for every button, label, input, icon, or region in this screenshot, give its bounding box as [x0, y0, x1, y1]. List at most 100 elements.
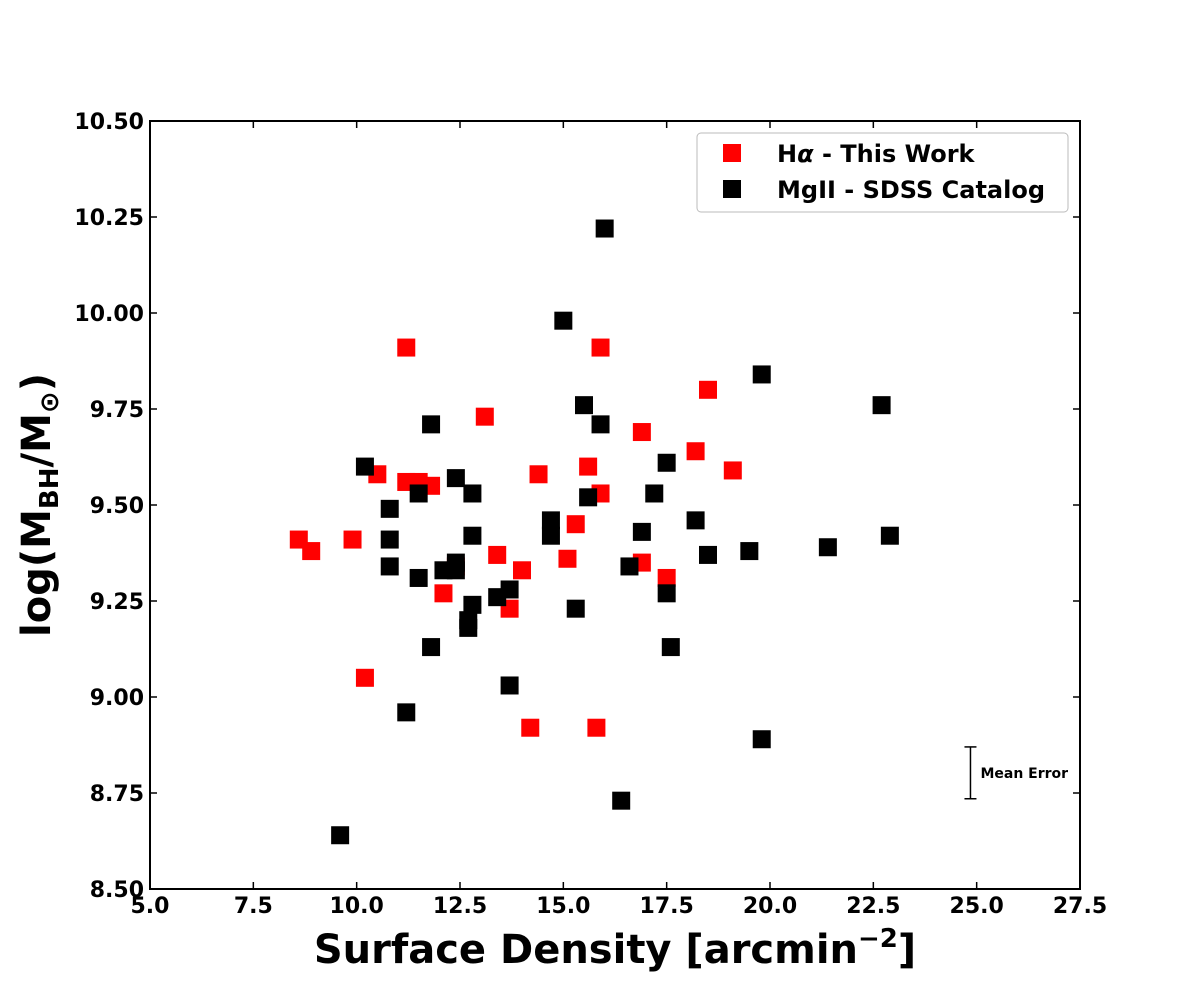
- mgii-point: [397, 703, 416, 722]
- mgii-point: [657, 584, 676, 603]
- y-tick-label: 9.75: [90, 398, 144, 423]
- mgii-point: [740, 542, 759, 561]
- mgii-point: [422, 415, 441, 434]
- halpha-point: [434, 584, 453, 603]
- halpha-point: [579, 457, 598, 476]
- halpha-point: [529, 465, 548, 484]
- mgii-point: [463, 595, 482, 614]
- halpha-point: [699, 380, 717, 399]
- halpha-point: [558, 549, 577, 568]
- mgii-point: [657, 453, 676, 472]
- axis-ticks: [149, 120, 1081, 890]
- mgii-point: [459, 618, 478, 637]
- mgii-point: [380, 557, 399, 576]
- mgii-point: [752, 365, 771, 384]
- y-axis-label-mid: /M: [14, 413, 60, 467]
- x-axis-label-end: ]: [898, 927, 916, 973]
- mgii-point: [661, 638, 680, 657]
- x-axis-label-sup: −2: [858, 924, 898, 954]
- mgii-point: [595, 219, 614, 238]
- mgii-point: [818, 538, 837, 557]
- plot-frame: [149, 120, 1081, 890]
- halpha-point: [632, 423, 651, 442]
- mgii-point: [463, 484, 482, 503]
- y-tick-labels: 8.50 8.75 9.00 9.25 9.50 9.75 10.00 10.25 10.50: [74, 110, 144, 903]
- y-tick-label: 9.00: [90, 686, 144, 711]
- halpha-point: [591, 338, 610, 357]
- mgii-point: [355, 457, 374, 476]
- halpha-point: [302, 542, 321, 561]
- plot-area: Mean Error: [149, 120, 1081, 890]
- y-tick-label: 9.50: [90, 494, 144, 519]
- x-tick-label: 25.0: [950, 894, 1004, 919]
- halpha-point: [397, 338, 416, 357]
- mgii-point: [620, 557, 639, 576]
- y-tick-label: 9.25: [90, 590, 144, 615]
- mgii-point: [422, 638, 441, 657]
- y-tick-label: 10.00: [74, 302, 144, 327]
- mgii-point: [591, 415, 610, 434]
- mgii-point: [579, 488, 598, 507]
- y-tick-label: 10.25: [74, 206, 144, 231]
- halpha-point: [355, 668, 374, 687]
- x-tick-label: 7.5: [234, 894, 273, 919]
- halpha-point: [587, 718, 606, 737]
- mgii-point: [463, 526, 482, 545]
- halpha-point: [513, 561, 531, 580]
- mgii-point: [409, 568, 428, 587]
- legend-marker-halpha: [723, 144, 741, 162]
- mgii-point: [554, 311, 573, 330]
- mgii-point: [500, 580, 519, 599]
- x-tick-label: 15.0: [536, 894, 590, 919]
- y-axis-label-sub2: ⊙: [35, 391, 65, 413]
- mgii-point: [752, 730, 771, 749]
- halpha-point: [521, 718, 540, 737]
- y-axis-label-pre: log(M: [14, 509, 60, 637]
- y-tick-label: 8.75: [90, 782, 144, 807]
- halpha-point: [488, 545, 507, 564]
- legend-label-halpha: Hα - This Work: [777, 140, 976, 168]
- x-axis-label: Surface Density [arcmin−2]: [314, 924, 916, 973]
- y-axis-label-sub1: BH: [35, 468, 65, 510]
- mean-error-label: Mean Error: [980, 766, 1068, 782]
- halpha-point: [723, 461, 742, 480]
- mgii-point: [872, 396, 891, 415]
- y-axis-label-end: ): [14, 373, 60, 391]
- mgii-point: [331, 826, 350, 845]
- x-tick-label: 20.0: [743, 894, 797, 919]
- x-tick-label: 17.5: [640, 894, 694, 919]
- x-tick-label: 27.5: [1053, 894, 1107, 919]
- mgii-point: [541, 526, 560, 545]
- mgii-point: [699, 545, 717, 564]
- halpha-point: [343, 530, 362, 549]
- mgii-point: [880, 526, 899, 545]
- mgii-point: [380, 530, 399, 549]
- legend-marker-mgii: [723, 180, 741, 198]
- x-tick-label: 10.0: [330, 894, 384, 919]
- mgii-point: [566, 599, 585, 618]
- mgii-point: [645, 484, 664, 503]
- mgii-point: [446, 561, 465, 580]
- mgii-point: [575, 396, 593, 415]
- mgii-point: [500, 676, 519, 695]
- mgii-point: [446, 469, 465, 488]
- mgii-point: [632, 522, 651, 541]
- y-tick-label: 8.50: [90, 878, 144, 903]
- mean-error-annotation: Mean Error: [964, 746, 1068, 800]
- x-axis-label-main: Surface Density [arcmin: [314, 927, 858, 973]
- x-tick-label: 12.5: [433, 894, 487, 919]
- y-axis-label: log(MBH/M⊙): [14, 373, 65, 637]
- legend-label-mgii: MgII - SDSS Catalog: [777, 176, 1045, 204]
- x-tick-label: 5.0: [131, 894, 170, 919]
- x-tick-label: 22.5: [846, 894, 900, 919]
- mgii-point: [380, 499, 399, 518]
- data-points: [289, 219, 899, 845]
- halpha-point: [566, 515, 585, 534]
- mgii-point: [409, 484, 428, 503]
- legend: Hα - This Work MgII - SDSS Catalog: [696, 132, 1069, 213]
- halpha-point: [686, 442, 705, 461]
- legend-box: [696, 132, 1069, 213]
- x-tick-labels: 5.0 7.5 10.0 12.5 15.0 17.5 20.0 22.5 25.0 27.5: [131, 894, 1108, 919]
- halpha-point: [657, 568, 676, 587]
